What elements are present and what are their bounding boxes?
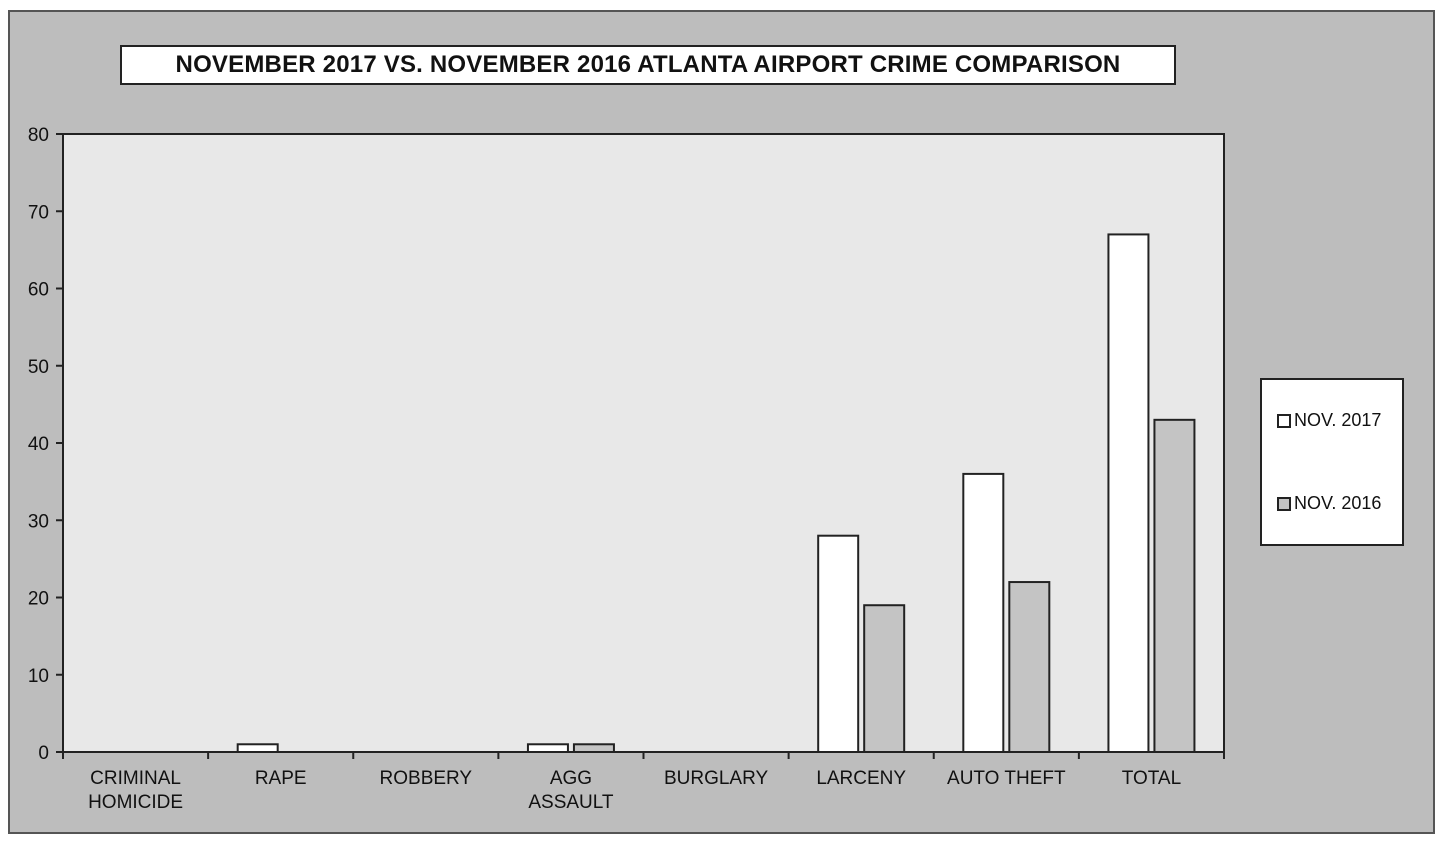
bar: [1008, 581, 1051, 753]
bar: [1107, 233, 1150, 754]
x-tick-label: AUTO THEFT: [947, 768, 1066, 789]
y-tick-label: 20: [28, 589, 49, 610]
chart-title: NOVEMBER 2017 VS. NOVEMBER 2016 ATLANTA …: [120, 45, 1176, 85]
bar: [236, 743, 279, 754]
x-tick-label: AGG: [550, 768, 592, 789]
legend-item-nov-2016: NOV. 2016: [1277, 493, 1381, 514]
y-tick-label: 0: [38, 743, 49, 764]
bar: [572, 743, 615, 754]
x-tick-label: BURGLARY: [664, 768, 769, 789]
x-tick-label: LARCENY: [816, 768, 906, 789]
y-tick-label: 10: [28, 666, 49, 687]
y-tick-label: 30: [28, 511, 49, 532]
x-tick-label: TOTAL: [1122, 768, 1181, 789]
y-tick-label: 50: [28, 357, 49, 378]
legend-label-nov-2017: NOV. 2017: [1294, 410, 1382, 430]
x-tick-label: HOMICIDE: [88, 792, 183, 813]
y-tick-label: 40: [28, 434, 49, 455]
legend: NOV. 2017 NOV. 2016: [1260, 378, 1404, 546]
legend-swatch-nov-2016: [1277, 496, 1291, 511]
legend-label-nov-2016: NOV. 2016: [1294, 493, 1382, 513]
y-tick-label: 80: [28, 125, 49, 146]
x-tick-label: CRIMINAL: [90, 768, 181, 789]
bar: [817, 534, 860, 754]
legend-item-nov-2017: NOV. 2017: [1277, 410, 1381, 431]
bar: [962, 472, 1005, 753]
x-tick-label: RAPE: [255, 768, 307, 789]
x-tick-label: ROBBERY: [380, 768, 473, 789]
bar: [863, 604, 906, 753]
legend-swatch-nov-2017: [1277, 413, 1291, 428]
bar: [1153, 418, 1196, 753]
bar: [526, 743, 569, 754]
y-tick-label: 70: [28, 202, 49, 223]
y-tick-label: 60: [28, 280, 49, 301]
x-tick-label: ASSAULT: [528, 792, 614, 813]
